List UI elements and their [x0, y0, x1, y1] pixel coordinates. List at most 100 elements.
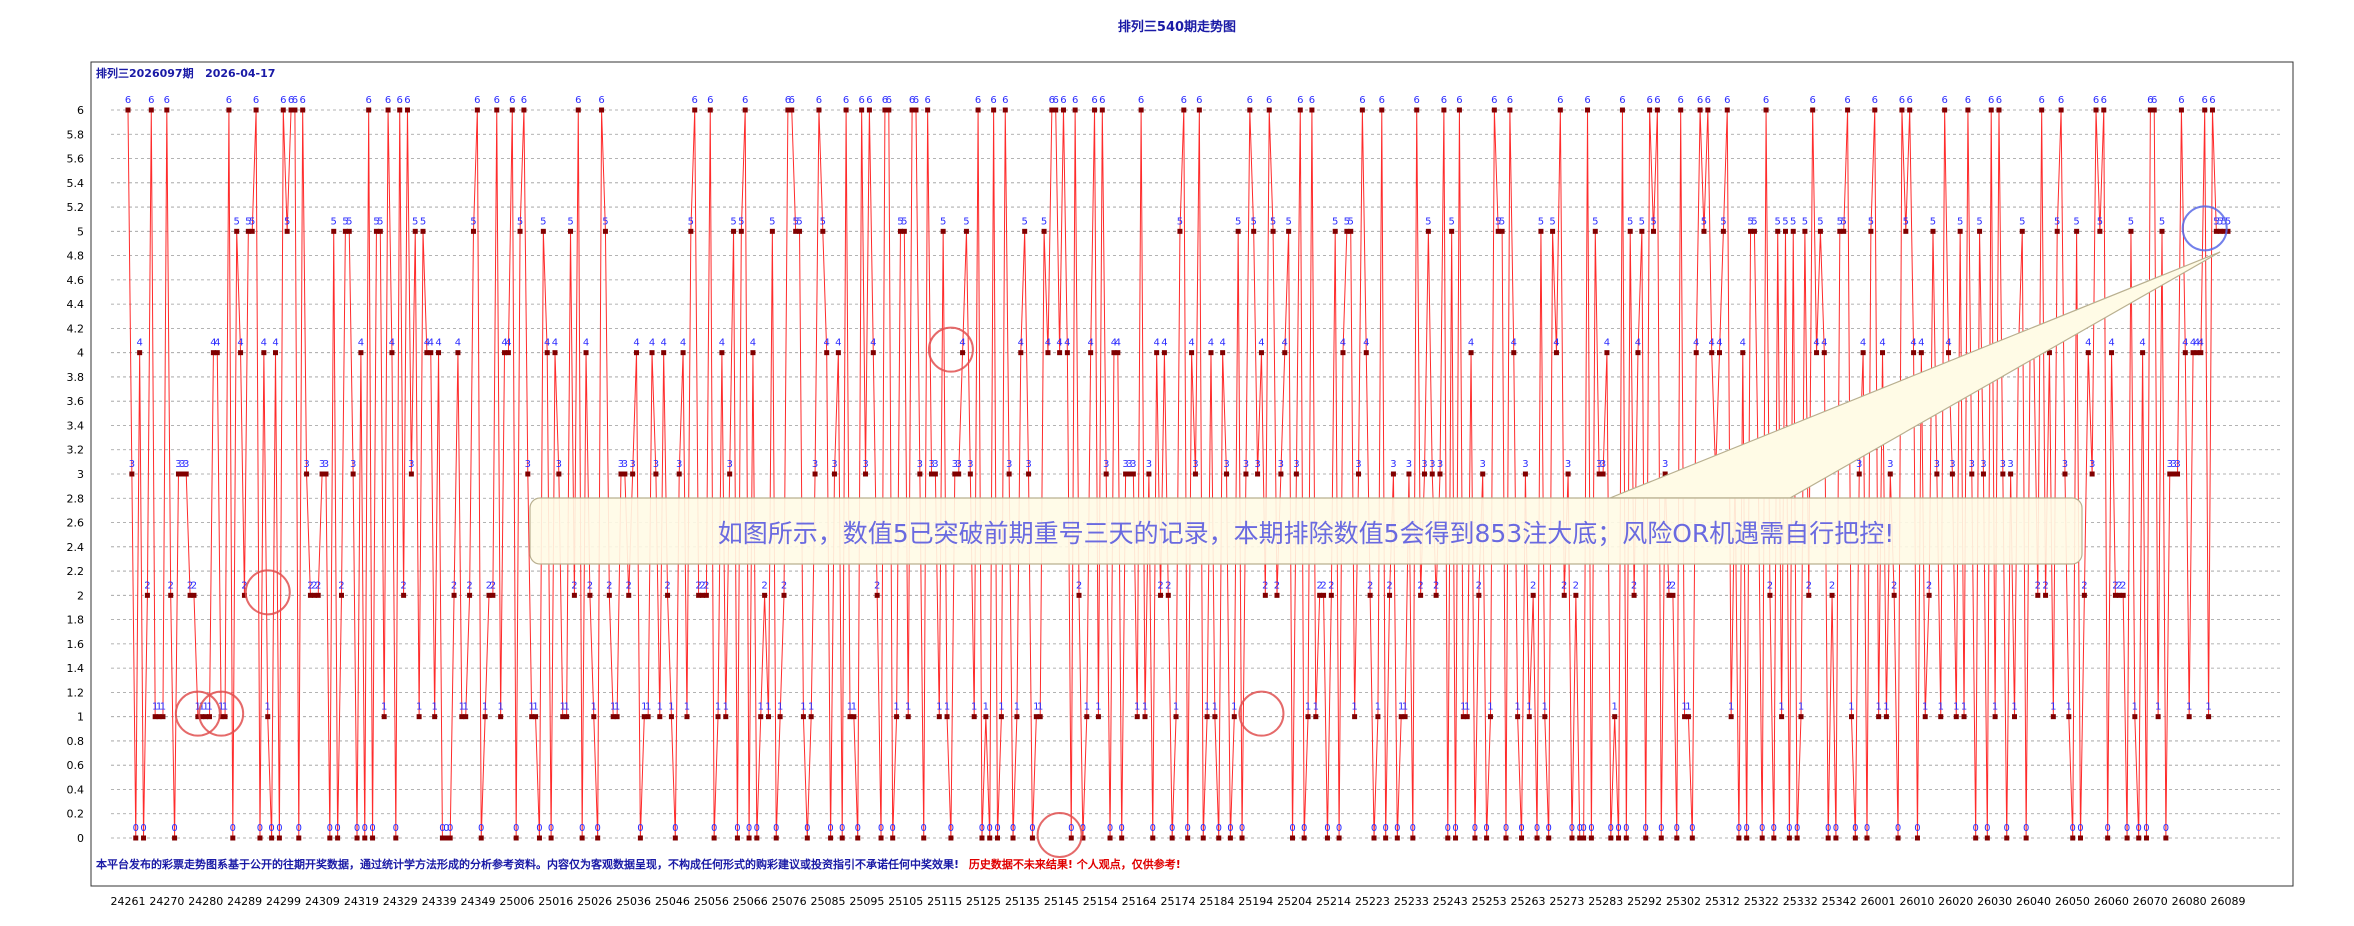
- series-polyline: [127, 109, 2228, 839]
- data-label: 3: [2089, 459, 2095, 470]
- data-point: [1934, 471, 1940, 477]
- data-point: [498, 714, 504, 720]
- data-point: [1759, 835, 1765, 841]
- data-label: 1: [1398, 702, 1404, 713]
- data-label: 6: [2151, 95, 2157, 106]
- data-label: 1: [1526, 702, 1532, 713]
- data-label: 2: [1767, 580, 1773, 591]
- data-point: [2074, 228, 2080, 234]
- data-point: [1550, 228, 1556, 234]
- data-point: [901, 228, 907, 234]
- data-point: [1255, 471, 1261, 477]
- data-point: [921, 835, 927, 841]
- data-point: [641, 714, 647, 720]
- data-label: 0: [268, 823, 274, 834]
- data-point: [971, 714, 977, 720]
- data-point: [824, 350, 830, 356]
- data-point: [1612, 714, 1618, 720]
- data-point: [1371, 835, 1377, 841]
- data-label: 2: [315, 580, 321, 591]
- data-label: 0: [1759, 823, 1765, 834]
- data-point: [2105, 835, 2111, 841]
- data-label: 1: [893, 702, 899, 713]
- data-point: [1600, 471, 1606, 477]
- data-label: 5: [1177, 216, 1183, 227]
- data-label: 5: [1344, 216, 1350, 227]
- data-label: 6: [1507, 95, 1513, 106]
- data-label: 5: [567, 216, 573, 227]
- data-label: 0: [1289, 823, 1295, 834]
- data-point: [296, 835, 302, 841]
- data-label: 4: [1219, 338, 1225, 349]
- data-point: [653, 471, 659, 477]
- data-point: [773, 835, 779, 841]
- data-label: 4: [1056, 338, 1062, 349]
- data-label: 1: [1084, 702, 1090, 713]
- data-point: [1192, 471, 1198, 477]
- y-tick-label: 3.8: [67, 371, 85, 384]
- data-label: 4: [2194, 338, 2200, 349]
- data-point: [1293, 471, 1299, 477]
- data-label: 5: [342, 216, 348, 227]
- data-label: 1: [1375, 702, 1381, 713]
- data-point: [203, 714, 209, 720]
- data-label: 0: [2104, 823, 2110, 834]
- data-label: 6: [1379, 95, 1385, 106]
- data-point: [1103, 471, 1109, 477]
- data-label: 3: [952, 459, 958, 470]
- data-label: 4: [435, 338, 441, 349]
- data-point: [1340, 350, 1346, 356]
- data-point: [2008, 471, 2014, 477]
- data-point: [940, 228, 946, 234]
- data-point: [1068, 835, 1074, 841]
- data-label: 3: [1278, 459, 1284, 470]
- data-label: 3: [629, 459, 635, 470]
- data-label: 6: [2093, 95, 2099, 106]
- x-tick-label: 25095: [849, 895, 884, 908]
- data-label: 6: [1996, 95, 2002, 106]
- data-label: 2: [2042, 580, 2048, 591]
- data-label: 6: [509, 95, 515, 106]
- data-point: [288, 107, 294, 113]
- data-label: 5: [1592, 216, 1598, 227]
- data-point: [350, 471, 356, 477]
- data-point: [676, 471, 682, 477]
- data-point: [168, 592, 174, 598]
- data-label: 1: [431, 702, 437, 713]
- data-label: 6: [1414, 95, 1420, 106]
- data-point: [1748, 228, 1754, 234]
- data-label: 0: [1825, 823, 1831, 834]
- data-point: [1406, 471, 1412, 477]
- data-point: [1891, 592, 1897, 598]
- data-label: 5: [249, 216, 255, 227]
- data-point: [164, 107, 170, 113]
- y-tick-label: 4.8: [67, 250, 85, 263]
- data-label: 0: [2023, 823, 2029, 834]
- data-label: 0: [1483, 823, 1489, 834]
- data-label: 3: [2167, 459, 2173, 470]
- data-point: [1864, 835, 1870, 841]
- data-label: 2: [1386, 580, 1392, 591]
- data-label: 4: [870, 338, 876, 349]
- data-point: [241, 592, 247, 598]
- data-point: [436, 350, 442, 356]
- data-label: 1: [684, 702, 690, 713]
- data-label: 0: [296, 823, 302, 834]
- data-label: 0: [594, 823, 600, 834]
- data-point: [1654, 107, 1660, 113]
- data-label: 5: [792, 216, 798, 227]
- data-label: 1: [222, 702, 228, 713]
- data-point: [734, 835, 740, 841]
- data-label: 4: [1709, 338, 1715, 349]
- data-label: 0: [878, 823, 884, 834]
- data-point: [1682, 714, 1688, 720]
- disclaimer: 本平台发布的彩票走势图系基于公开的往期开奖数据，通过统计学方法形成的分析参考资料…: [96, 857, 1181, 871]
- data-label: 5: [1332, 216, 1338, 227]
- data-label: 0: [276, 823, 282, 834]
- data-label: 4: [1860, 338, 1866, 349]
- data-point: [1425, 228, 1431, 234]
- x-tick-label: 25115: [927, 895, 962, 908]
- data-label: 6: [1181, 95, 1187, 106]
- data-point: [1647, 107, 1653, 113]
- data-point: [502, 350, 508, 356]
